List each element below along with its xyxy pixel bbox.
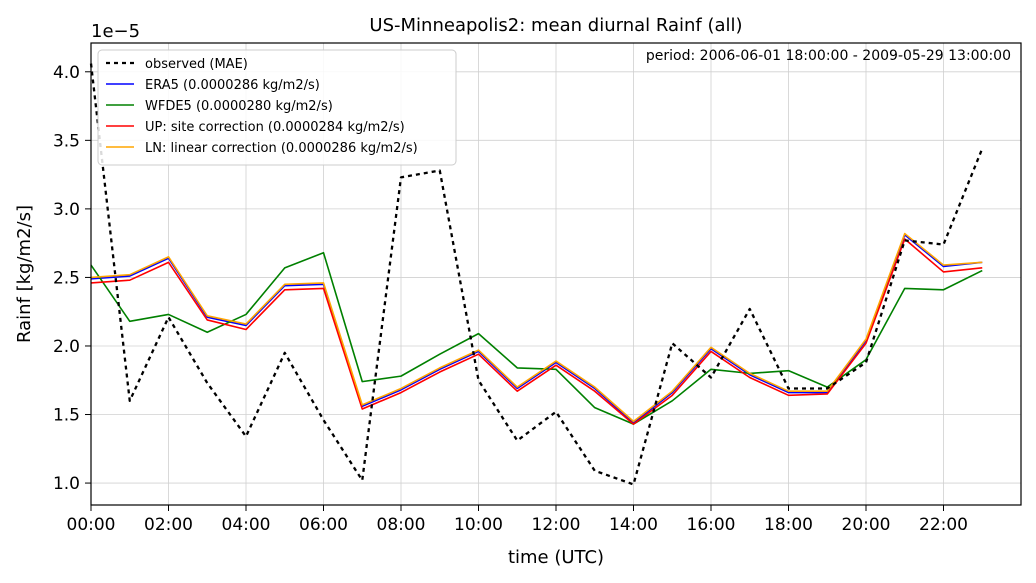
series-layer [89, 63, 984, 486]
legend-label-0: observed (MAE) [145, 57, 248, 72]
y-tick-label: 2.0 [53, 337, 80, 357]
legend-label-2: WFDE5 (0.0000280 kg/m2/s) [145, 99, 333, 114]
x-tick-label: 12:00 [532, 515, 581, 535]
y-tick-label: 2.5 [53, 268, 80, 288]
y-axis-offset-label: 1e−5 [91, 21, 140, 42]
x-tick-label: 16:00 [687, 515, 736, 535]
x-tick-label: 04:00 [222, 515, 271, 535]
series-line-4 [90, 232, 983, 423]
x-axis-label: time (UTC) [508, 547, 604, 568]
y-tick-label: 4.0 [53, 63, 80, 83]
legend-box [97, 49, 457, 166]
y-tick-label: 1.5 [53, 406, 80, 426]
legend-label-1: ERA5 (0.0000286 kg/m2/s) [145, 78, 320, 93]
x-tick-label: 02:00 [144, 515, 193, 535]
x-tick-label: 20:00 [842, 515, 891, 535]
x-tick-label: 22:00 [919, 515, 968, 535]
y-tick-label: 3.5 [53, 131, 80, 151]
x-tick-label: 06:00 [299, 515, 348, 535]
legend: observed (MAE) ERA5 (0.0000286 kg/m2/s) WF… [97, 49, 457, 166]
y-tick-label: 3.0 [53, 200, 80, 220]
y-axis-label: Rainf [kg/m2/s] [14, 205, 35, 343]
x-tick-label: 14:00 [609, 515, 658, 535]
y-tick-label: 1.0 [53, 474, 80, 494]
series-line-0 [89, 63, 984, 486]
x-tick-label: 00:00 [67, 515, 116, 535]
legend-label-4: LN: linear correction (0.0000286 kg/m2/s… [145, 141, 418, 156]
legend-label-3: UP: site correction (0.0000284 kg/m2/s) [145, 120, 405, 135]
ticks: 00:00 02:00 04:00 06:00 08:00 10:00 12:00 14:00… [53, 63, 968, 535]
x-tick-label: 08:00 [377, 515, 426, 535]
x-tick-label: 10:00 [454, 515, 503, 535]
period-annotation: period: 2006-06-01 18:00:00 - 2009-05-29… [646, 48, 1011, 64]
chart-title: US-Minneapolis2: mean diurnal Rainf (all… [369, 15, 742, 36]
x-tick-label: 18:00 [764, 515, 813, 535]
